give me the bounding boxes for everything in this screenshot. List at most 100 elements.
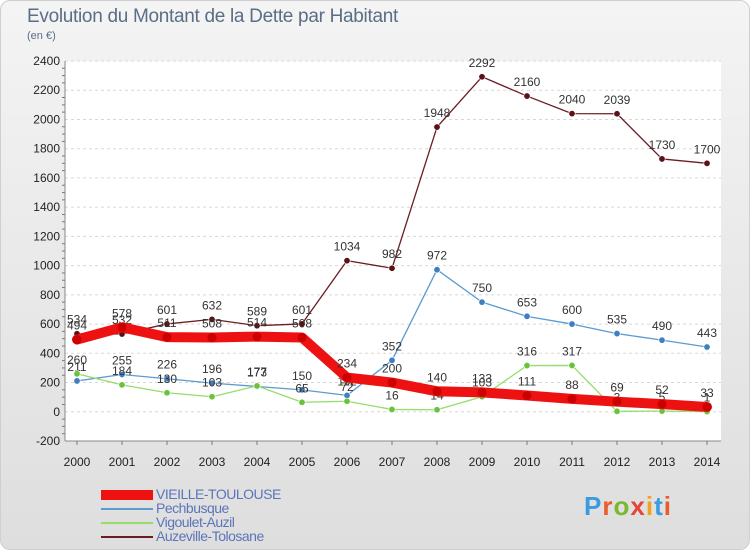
data-point-vigoulet-auzil [433, 406, 441, 414]
y-tick-label: 1800 [33, 142, 60, 156]
data-label-vigoulet-auzil: 103 [472, 376, 492, 390]
x-tick-label: 2014 [694, 455, 721, 469]
data-point-vieille-toulouse [432, 386, 442, 396]
data-label-pechbusque: 196 [202, 362, 222, 376]
data-label-vieille-toulouse: 140 [427, 370, 447, 384]
data-point-vieille-toulouse [162, 332, 172, 342]
data-point-vigoulet-auzil [253, 382, 261, 390]
data-point-vieille-toulouse [657, 399, 667, 409]
data-point-pechbusque [163, 375, 171, 383]
data-label-auzeville-tolosane: 589 [247, 305, 267, 319]
data-label-pechbusque: 173 [247, 365, 267, 379]
data-label-vieille-toulouse: 200 [382, 362, 402, 376]
data-label-vieille-toulouse: 511 [157, 316, 176, 330]
y-tick-label: 1200 [33, 229, 60, 243]
data-label-vieille-toulouse: 514 [247, 316, 267, 330]
chart-title: Evolution du Montant de la Dette par Hab… [27, 6, 398, 27]
data-label-auzeville-tolosane: 2040 [559, 93, 586, 107]
logo-letter: o [613, 491, 631, 521]
data-point-pechbusque [568, 320, 576, 328]
proxiti-logo: Proxiti [584, 491, 672, 522]
data-point-pechbusque [433, 266, 441, 274]
x-tick-label: 2010 [514, 455, 541, 469]
x-tick-label: 2012 [604, 455, 631, 469]
y-tick-label: 2400 [33, 54, 60, 68]
data-label-vigoulet-auzil: 260 [67, 353, 87, 367]
data-point-pechbusque [523, 312, 531, 320]
logo-letter: r [602, 491, 614, 521]
data-point-vieille-toulouse [342, 373, 352, 383]
data-label-vieille-toulouse: 33 [700, 386, 714, 400]
data-label-auzeville-tolosane: 2039 [604, 93, 631, 107]
data-point-vigoulet-auzil [298, 398, 306, 406]
data-point-auzeville-tolosane [658, 155, 666, 163]
data-label-vieille-toulouse: 508 [292, 317, 312, 331]
data-label-pechbusque: 750 [472, 281, 492, 295]
data-point-pechbusque [478, 298, 486, 306]
data-point-pechbusque [658, 336, 666, 344]
data-point-auzeville-tolosane [343, 257, 351, 265]
x-tick-label: 2002 [154, 455, 181, 469]
y-tick-label: 200 [40, 376, 60, 390]
data-point-vieille-toulouse [252, 332, 262, 342]
data-label-pechbusque: 150 [292, 369, 312, 383]
legend-swatch [101, 508, 153, 510]
x-tick-label: 2001 [109, 455, 136, 469]
legend-label: Auzeville-Tolosane [156, 528, 264, 544]
data-label-vieille-toulouse: 508 [202, 317, 222, 331]
x-tick-label: 2007 [379, 455, 406, 469]
data-point-vigoulet-auzil [118, 381, 126, 389]
logo-letter: i [645, 491, 655, 521]
y-tick-label: 1600 [33, 171, 60, 185]
x-tick-label: 2011 [559, 455, 585, 469]
y-tick-label: 600 [40, 317, 60, 331]
data-point-auzeville-tolosane [478, 73, 486, 81]
data-label-vieille-toulouse: 52 [655, 383, 669, 397]
data-point-pechbusque [208, 379, 216, 387]
data-point-vieille-toulouse [117, 322, 127, 332]
data-label-pechbusque: 653 [517, 295, 537, 309]
data-label-vigoulet-auzil: 16 [385, 388, 399, 402]
legend-label: Vigoulet-Auzil [156, 514, 235, 530]
data-point-pechbusque [118, 370, 126, 378]
y-tick-label: 0 [53, 405, 60, 419]
data-point-auzeville-tolosane [388, 264, 396, 272]
y-tick-label: 1400 [33, 200, 60, 214]
data-label-vigoulet-auzil: 184 [112, 364, 132, 378]
legend-label: Pechbusque [156, 500, 229, 516]
data-point-pechbusque [73, 377, 81, 385]
data-label-vieille-toulouse: 578 [112, 306, 132, 320]
logo-letter: i [663, 491, 672, 521]
data-label-vigoulet-auzil: 316 [517, 345, 537, 359]
data-point-auzeville-tolosane [208, 315, 216, 323]
data-point-vigoulet-auzil [388, 405, 396, 413]
data-label-pechbusque: 535 [607, 313, 627, 327]
data-label-vigoulet-auzil: 177 [247, 365, 267, 379]
legend-swatch [101, 536, 153, 538]
data-label-auzeville-tolosane: 1034 [334, 240, 361, 254]
chart-subtitle: (en €) [27, 30, 56, 42]
data-point-vieille-toulouse [72, 335, 82, 345]
legend-swatch [101, 522, 153, 524]
data-label-auzeville-tolosane: 2160 [514, 75, 541, 89]
data-point-auzeville-tolosane [298, 320, 306, 328]
x-tick-label: 2005 [289, 455, 316, 469]
y-tick-label: -200 [36, 434, 60, 448]
data-label-vigoulet-auzil: 72 [340, 380, 354, 394]
data-label-vigoulet-auzil: 5 [659, 390, 666, 404]
data-label-auzeville-tolosane: 601 [157, 303, 177, 317]
data-point-vieille-toulouse [702, 402, 712, 412]
logo-letter: t [654, 491, 664, 521]
y-tick-label: 2200 [33, 83, 60, 97]
data-point-vigoulet-auzil [163, 389, 171, 397]
data-label-auzeville-tolosane: 1700 [694, 142, 721, 156]
data-point-auzeville-tolosane [523, 92, 531, 100]
data-point-vieille-toulouse [297, 333, 307, 343]
y-tick-label: 800 [40, 288, 60, 302]
data-label-pechbusque: 600 [562, 303, 582, 317]
data-point-auzeville-tolosane [163, 320, 171, 328]
data-point-vieille-toulouse [207, 333, 217, 343]
data-label-auzeville-tolosane: 982 [382, 247, 402, 261]
data-point-vigoulet-auzil [523, 362, 531, 370]
data-point-pechbusque [388, 356, 396, 364]
